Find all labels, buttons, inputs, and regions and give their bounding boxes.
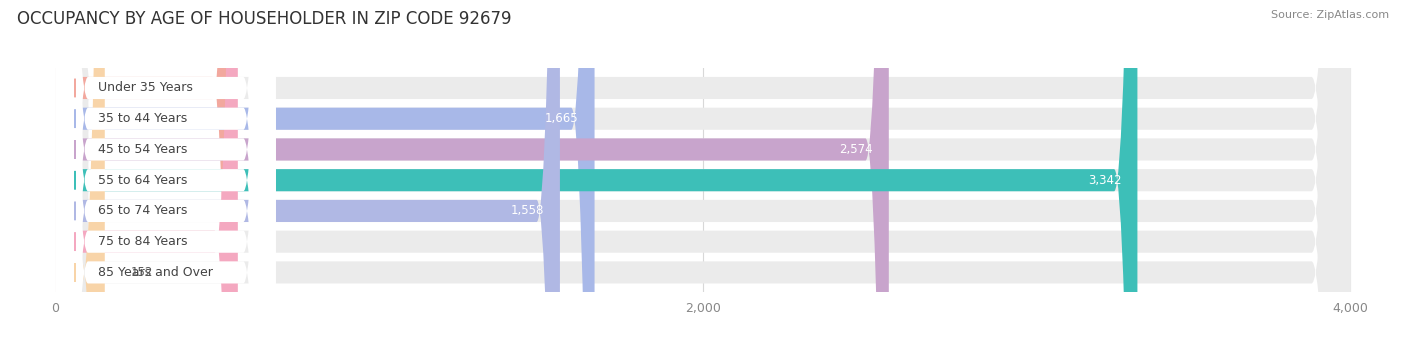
Text: 35 to 44 Years: 35 to 44 Years — [97, 112, 187, 125]
FancyBboxPatch shape — [56, 0, 1350, 340]
FancyBboxPatch shape — [56, 0, 276, 340]
FancyBboxPatch shape — [56, 0, 595, 340]
FancyBboxPatch shape — [56, 0, 238, 340]
FancyBboxPatch shape — [56, 0, 889, 340]
FancyBboxPatch shape — [56, 0, 236, 340]
FancyBboxPatch shape — [56, 0, 276, 340]
Text: 65 to 74 Years: 65 to 74 Years — [97, 204, 187, 218]
Text: 563: 563 — [200, 235, 222, 248]
FancyBboxPatch shape — [56, 0, 1350, 340]
Text: 85 Years and Over: 85 Years and Over — [97, 266, 212, 279]
FancyBboxPatch shape — [56, 0, 276, 340]
FancyBboxPatch shape — [56, 0, 276, 340]
FancyBboxPatch shape — [56, 0, 1137, 340]
Text: 3,342: 3,342 — [1088, 174, 1121, 187]
FancyBboxPatch shape — [56, 0, 1350, 340]
Text: OCCUPANCY BY AGE OF HOUSEHOLDER IN ZIP CODE 92679: OCCUPANCY BY AGE OF HOUSEHOLDER IN ZIP C… — [17, 10, 512, 28]
Text: 1,665: 1,665 — [544, 112, 578, 125]
Text: 556: 556 — [197, 82, 219, 95]
FancyBboxPatch shape — [56, 0, 560, 340]
Text: 45 to 54 Years: 45 to 54 Years — [97, 143, 187, 156]
FancyBboxPatch shape — [56, 0, 1350, 340]
Text: 55 to 64 Years: 55 to 64 Years — [97, 174, 187, 187]
Text: 75 to 84 Years: 75 to 84 Years — [97, 235, 187, 248]
FancyBboxPatch shape — [56, 0, 1350, 340]
FancyBboxPatch shape — [56, 0, 276, 340]
FancyBboxPatch shape — [56, 0, 1350, 340]
Text: 2,574: 2,574 — [839, 143, 873, 156]
FancyBboxPatch shape — [56, 0, 1350, 340]
Text: Source: ZipAtlas.com: Source: ZipAtlas.com — [1271, 10, 1389, 20]
Text: 1,558: 1,558 — [510, 204, 544, 218]
Text: 152: 152 — [131, 266, 153, 279]
FancyBboxPatch shape — [56, 0, 105, 340]
Text: Under 35 Years: Under 35 Years — [97, 82, 193, 95]
FancyBboxPatch shape — [56, 0, 276, 340]
FancyBboxPatch shape — [56, 0, 276, 340]
